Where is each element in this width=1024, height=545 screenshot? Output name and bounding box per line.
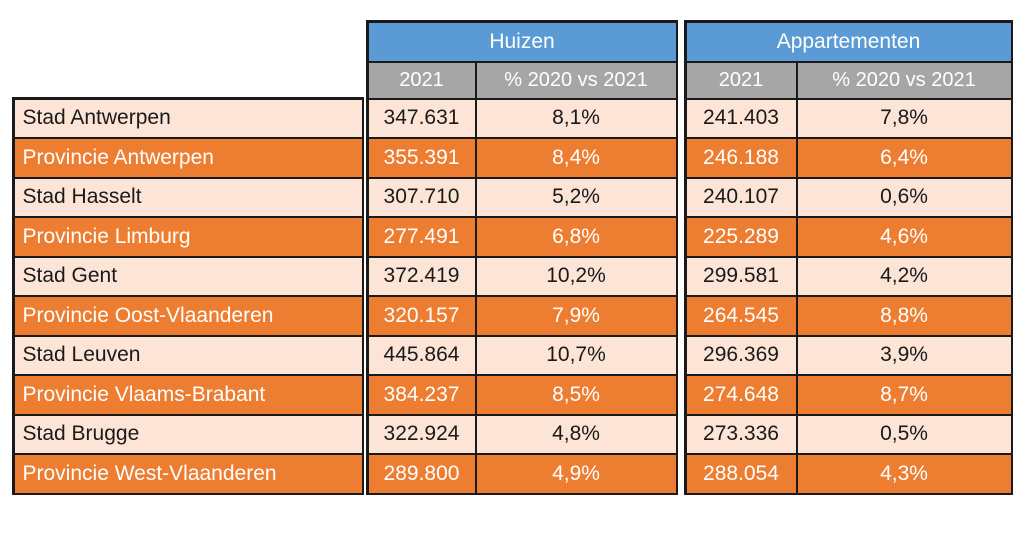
cell-huizen-2021: 445.864: [368, 336, 475, 374]
cell-huizen-2021: 372.419: [368, 257, 475, 295]
cell-huizen-2021: 384.237: [368, 376, 475, 414]
row-label: Provincie Limburg: [14, 218, 362, 256]
cell-app-2021: 241.403: [686, 99, 796, 137]
cell-huizen-pct: 8,5%: [476, 376, 676, 414]
row-label: Stad Antwerpen: [14, 99, 362, 137]
cell-app-pct: 8,7%: [797, 376, 1011, 414]
cell-app-2021: 288.054: [686, 455, 796, 493]
cell-huizen-2021: 289.800: [368, 455, 475, 493]
row-label: Stad Brugge: [14, 415, 362, 453]
huizen-header: Huizen: [368, 22, 676, 61]
cell-app-pct: 3,9%: [797, 336, 1011, 374]
cell-app-pct: 7,8%: [797, 99, 1011, 137]
row-label: Provincie Vlaams-Brabant: [14, 376, 362, 414]
cell-app-2021: 274.648: [686, 376, 796, 414]
region-label-column: Stad Antwerpen Provincie Antwerpen Stad …: [12, 97, 364, 495]
row-label: Stad Gent: [14, 257, 362, 295]
cell-app-pct: 4,3%: [797, 455, 1011, 493]
appartementen-header: Appartementen: [686, 22, 1011, 61]
row-label: Stad Hasselt: [14, 178, 362, 216]
cell-app-pct: 0,5%: [797, 415, 1011, 453]
row-label: Provincie Oost-Vlaanderen: [14, 297, 362, 335]
cell-huizen-pct: 10,2%: [476, 257, 676, 295]
appartementen-section: Appartementen 2021 % 2020 vs 2021 241.40…: [684, 20, 1013, 495]
cell-huizen-2021: 277.491: [368, 218, 475, 256]
cell-app-2021: 296.369: [686, 336, 796, 374]
row-label: Provincie West-Vlaanderen: [14, 455, 362, 493]
appartementen-pct-header: % 2020 vs 2021: [797, 62, 1011, 98]
huizen-pct-header: % 2020 vs 2021: [476, 62, 676, 98]
cell-app-2021: 225.289: [686, 218, 796, 256]
cell-huizen-2021: 322.924: [368, 415, 475, 453]
cell-huizen-pct: 6,8%: [476, 218, 676, 256]
cell-huizen-pct: 5,2%: [476, 178, 676, 216]
cell-app-2021: 246.188: [686, 139, 796, 177]
cell-huizen-pct: 10,7%: [476, 336, 676, 374]
cell-huizen-pct: 7,9%: [476, 297, 676, 335]
cell-app-pct: 0,6%: [797, 178, 1011, 216]
cell-huizen-pct: 4,8%: [476, 415, 676, 453]
cell-huizen-pct: 8,1%: [476, 99, 676, 137]
cell-app-pct: 4,6%: [797, 218, 1011, 256]
huizen-year-header: 2021: [368, 62, 475, 98]
cell-app-pct: 4,2%: [797, 257, 1011, 295]
cell-huizen-2021: 347.631: [368, 99, 475, 137]
row-label: Stad Leuven: [14, 336, 362, 374]
cell-huizen-2021: 320.157: [368, 297, 475, 335]
cell-app-2021: 273.336: [686, 415, 796, 453]
row-label: Provincie Antwerpen: [14, 139, 362, 177]
cell-huizen-2021: 307.710: [368, 178, 475, 216]
huizen-section: Huizen 2021 % 2020 vs 2021 347.631 8,1% …: [366, 20, 678, 495]
cell-huizen-pct: 8,4%: [476, 139, 676, 177]
cell-huizen-pct: 4,9%: [476, 455, 676, 493]
cell-app-2021: 264.545: [686, 297, 796, 335]
appartementen-year-header: 2021: [686, 62, 796, 98]
cell-app-pct: 8,8%: [797, 297, 1011, 335]
cell-app-2021: 299.581: [686, 257, 796, 295]
cell-app-pct: 6,4%: [797, 139, 1011, 177]
cell-huizen-2021: 355.391: [368, 139, 475, 177]
cell-app-2021: 240.107: [686, 178, 796, 216]
